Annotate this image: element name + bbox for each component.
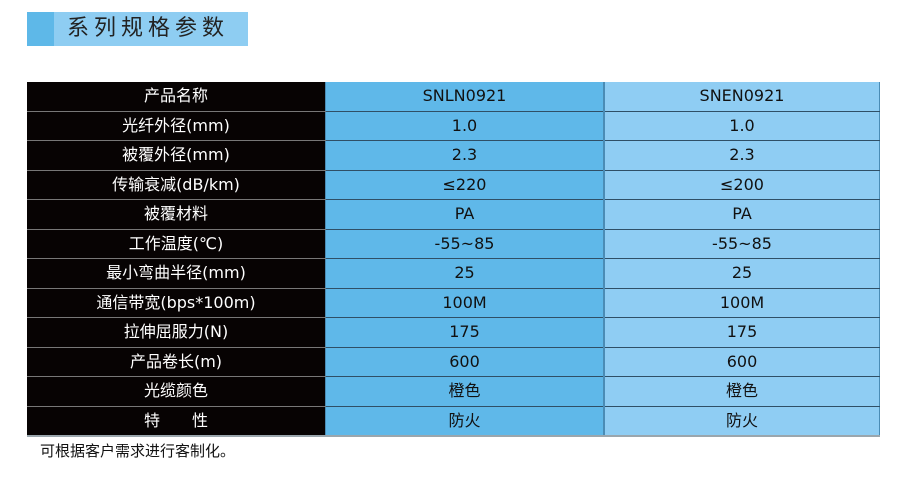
value-snln0921: 600	[325, 347, 605, 377]
value-snln0921: ≤220	[325, 170, 605, 200]
row-label: 被覆材料	[27, 199, 326, 230]
value-snln0921: 防火	[325, 406, 605, 437]
row-label: 特 性	[27, 406, 326, 437]
value-snln0921: 25	[325, 258, 605, 289]
table-row: 工作温度(℃) -55~85 -55~85	[27, 229, 880, 259]
row-label: 被覆外径(mm)	[27, 140, 326, 171]
section-title: 系列规格参数	[67, 16, 230, 41]
row-label: 光缆颜色	[27, 376, 326, 407]
value-snln0921: PA	[325, 199, 605, 230]
table-row: 拉伸屈服力(N) 175 175	[27, 317, 880, 348]
table-row: 被覆外径(mm) 2.3 2.3	[27, 140, 880, 171]
value-snen0921: PA	[604, 199, 880, 230]
table-row: 最小弯曲半径(mm) 25 25	[27, 258, 880, 289]
row-label: 工作温度(℃)	[27, 229, 326, 259]
row-label: 最小弯曲半径(mm)	[27, 258, 326, 289]
title-accent-block	[27, 12, 54, 46]
row-label: 传输衰减(dB/km)	[27, 170, 326, 200]
value-snen0921: 175	[604, 317, 880, 348]
row-label: 光纤外径(mm)	[27, 111, 326, 141]
spec-table: 产品名称 SNLN0921 SNEN0921 光纤外径(mm) 1.0 1.0 被覆外径(m…	[27, 82, 880, 437]
table-row: 产品卷长(m) 600 600	[27, 347, 880, 377]
value-snen0921: 600	[604, 347, 880, 377]
value-snen0921: 防火	[604, 406, 880, 437]
value-snen0921: 橙色	[604, 376, 880, 407]
value-snln0921: -55~85	[325, 229, 605, 259]
value-snln0921: 橙色	[325, 376, 605, 407]
table-row: 光缆颜色 橙色 橙色	[27, 376, 880, 407]
value-snen0921: SNEN0921	[604, 82, 880, 112]
value-snen0921: 25	[604, 258, 880, 289]
value-snen0921: 100M	[604, 288, 880, 318]
row-label: 通信带宽(bps*100m)	[27, 288, 326, 318]
section-title-bar: 系列规格参数	[27, 12, 248, 46]
value-snen0921: -55~85	[604, 229, 880, 259]
table-row: 被覆材料 PA PA	[27, 199, 880, 230]
value-snln0921: 1.0	[325, 111, 605, 141]
customization-note: 可根据客户需求进行客制化。	[40, 442, 236, 460]
value-snln0921: SNLN0921	[325, 82, 605, 112]
value-snen0921: 2.3	[604, 140, 880, 171]
table-row: 传输衰减(dB/km) ≤220 ≤200	[27, 170, 880, 200]
value-snen0921: ≤200	[604, 170, 880, 200]
row-label: 拉伸屈服力(N)	[27, 317, 326, 348]
value-snln0921: 100M	[325, 288, 605, 318]
table-row: 产品名称 SNLN0921 SNEN0921	[27, 82, 880, 112]
value-snln0921: 2.3	[325, 140, 605, 171]
table-row: 特 性防火 防火	[27, 406, 880, 437]
value-snen0921: 1.0	[604, 111, 880, 141]
row-label: 产品名称	[27, 82, 326, 112]
table-row: 通信带宽(bps*100m) 100M 100M	[27, 288, 880, 318]
row-label: 产品卷长(m)	[27, 347, 326, 377]
value-snln0921: 175	[325, 317, 605, 348]
table-row: 光纤外径(mm) 1.0 1.0	[27, 111, 880, 141]
